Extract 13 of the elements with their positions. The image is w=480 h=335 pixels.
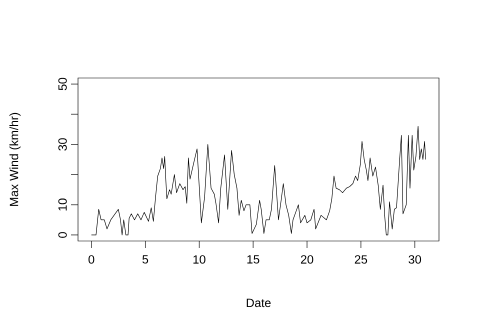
x-tick-label: 0 <box>88 255 94 264</box>
x-tick-label: 25 <box>354 255 368 264</box>
y-tick-label: 0 <box>58 232 67 238</box>
x-axis-title: Date <box>246 298 271 308</box>
x-tick-label: 5 <box>142 255 148 264</box>
x-tick-label: 20 <box>300 255 314 264</box>
y-tick-label: 30 <box>58 138 67 151</box>
x-tick-label: 15 <box>247 255 260 264</box>
y-tick-label: 50 <box>58 78 67 90</box>
x-tick-label: 30 <box>408 255 422 264</box>
y-axis-title: Max Wind (km/hr) <box>9 112 21 206</box>
y-tick-label: 10 <box>58 198 67 211</box>
x-tick-label: 10 <box>193 255 206 264</box>
